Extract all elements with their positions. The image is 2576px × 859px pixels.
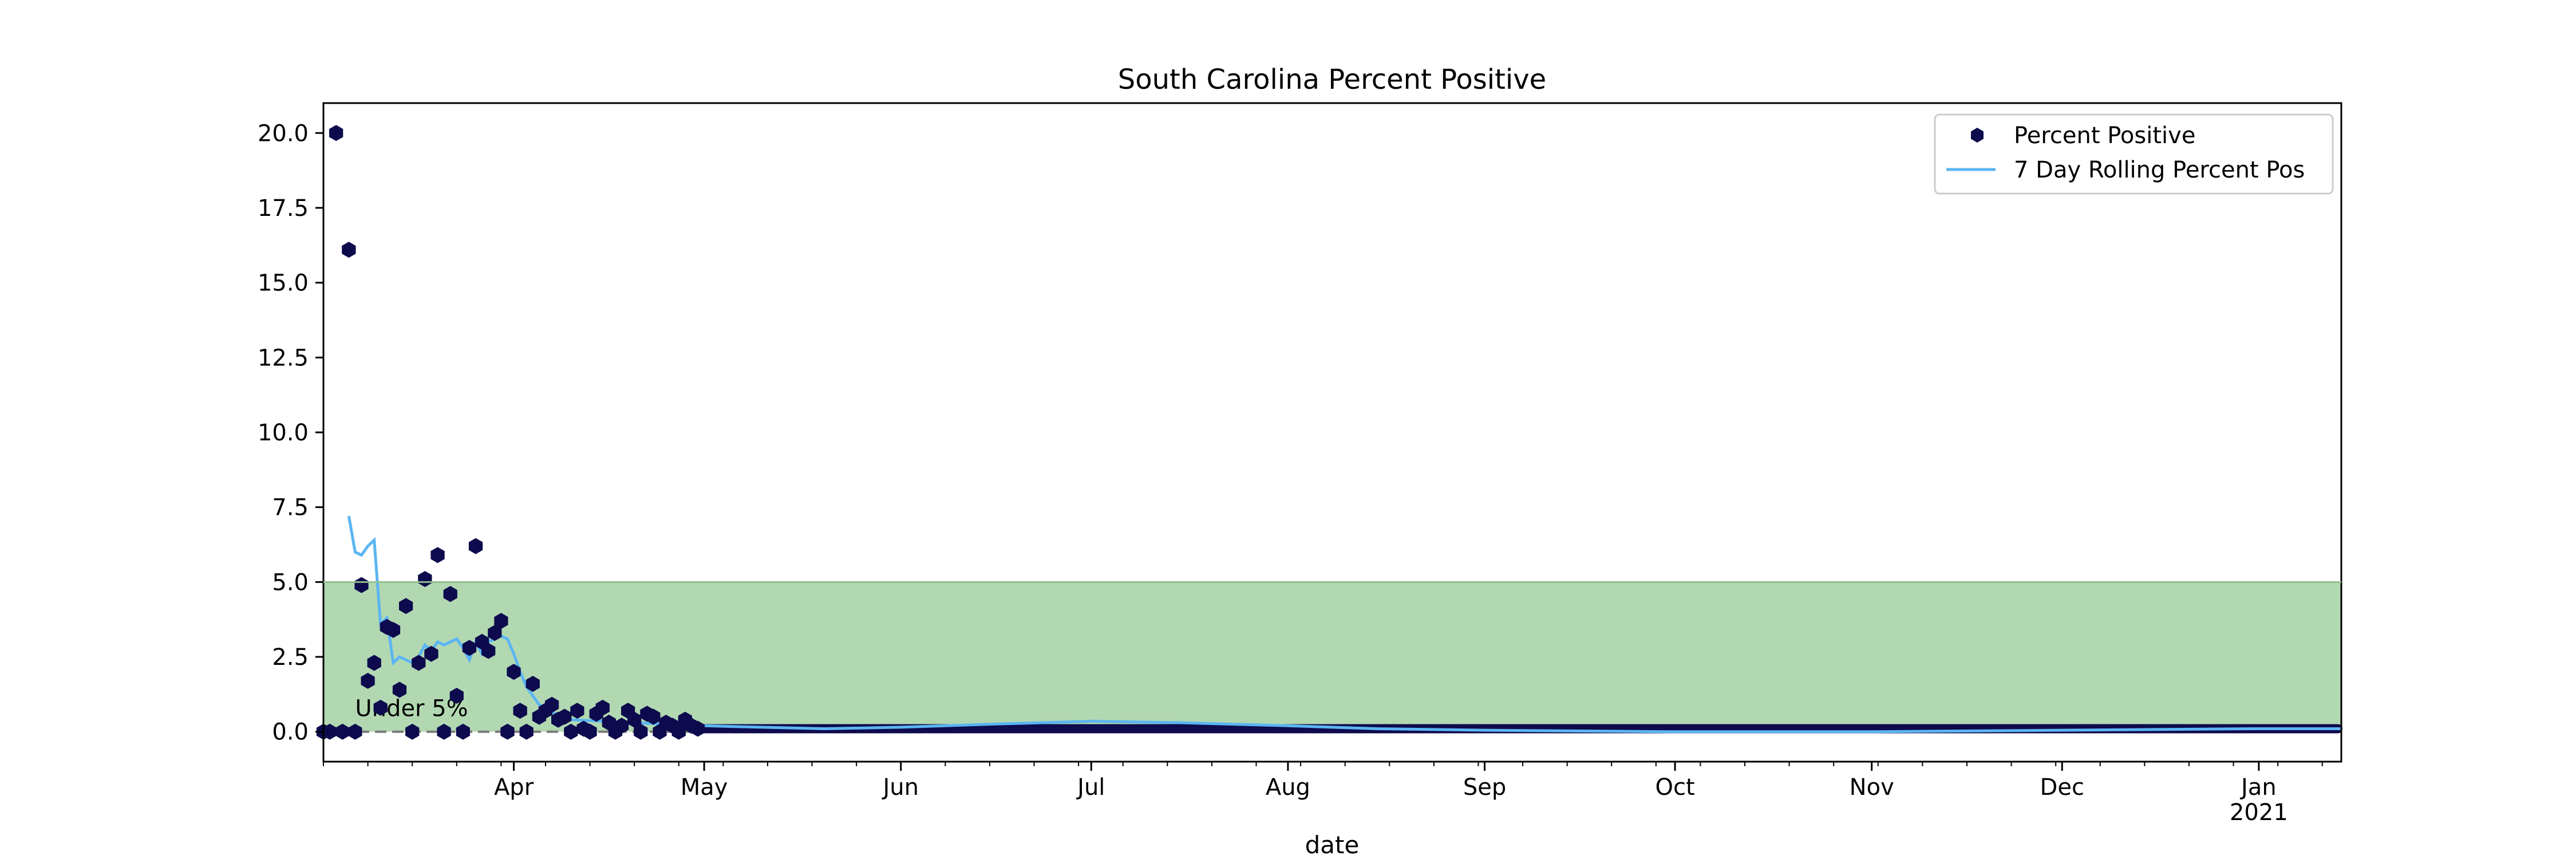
percent-positive-point — [329, 125, 343, 141]
x-tick-label: Dec — [2040, 774, 2084, 801]
percent-positive-point — [634, 723, 648, 740]
y-tick-label: 12.5 — [258, 345, 309, 371]
percent-positive-point — [405, 723, 420, 740]
percent-positive-point — [481, 643, 496, 659]
percent-positive-point — [424, 645, 438, 662]
legend-label-rolling: 7 Day Rolling Percent Pos — [2014, 157, 2305, 183]
percent-positive-point — [392, 681, 407, 698]
percent-positive-point — [430, 547, 445, 564]
percent-positive-point — [690, 720, 705, 737]
y-tick-label: 17.5 — [258, 195, 309, 222]
percent-positive-point — [456, 723, 470, 740]
y-tick-label: 2.5 — [272, 644, 309, 671]
x-tick-label: May — [681, 774, 728, 801]
plot-area: Under 5% — [316, 102, 2342, 763]
percent-positive-point — [526, 676, 540, 692]
x-tick-label: Jun — [881, 774, 919, 801]
percent-positive-point — [500, 723, 515, 740]
percent-positive-point — [558, 708, 572, 725]
legend-marker-percent-positive — [1971, 128, 1984, 143]
percent-positive-point — [323, 723, 337, 740]
legend-box — [1934, 113, 2334, 195]
percent-positive-point — [494, 613, 508, 629]
percent-positive-point — [399, 598, 413, 614]
x-tick-label: Oct — [1655, 774, 1694, 801]
percent-positive-point — [513, 703, 527, 719]
y-tick-label: 20.0 — [258, 120, 309, 147]
percent-positive-point — [348, 723, 362, 740]
percent-positive-point — [507, 664, 521, 680]
legend-label-percent-positive: Percent Positive — [2014, 123, 2195, 149]
percent-positive-point — [412, 655, 426, 671]
percent-positive-point — [373, 699, 388, 716]
percent-positive-point — [570, 703, 584, 719]
percent-positive-point — [449, 688, 464, 704]
x-tick-label: Aug — [1266, 774, 1310, 801]
percent-positive-point — [354, 577, 369, 593]
percent-positive-point — [627, 711, 642, 728]
percent-positive-point — [595, 699, 610, 716]
percent-positive-point — [564, 723, 578, 740]
percent-positive-point — [583, 723, 597, 740]
percent-positive-point — [488, 625, 502, 641]
chart-title: South Carolina Percent Positive — [1118, 64, 1546, 96]
percent-positive-point — [519, 723, 534, 740]
x-tick-sublabel: 2021 — [2230, 799, 2288, 826]
percent-positive-point — [646, 708, 661, 725]
y-tick-label: 5.0 — [272, 569, 309, 596]
x-tick-label: Sep — [1463, 774, 1506, 801]
percent-positive-point — [342, 242, 356, 258]
percent-positive-point — [614, 718, 629, 734]
under-5-band — [323, 582, 2341, 732]
legend: Percent Positive 7 Day Rolling Percent P… — [1934, 113, 2334, 195]
y-tick-label: 0.0 — [272, 719, 309, 746]
percent-positive-point — [544, 696, 559, 713]
rolling-percent-baseline — [704, 719, 2341, 734]
percent-positive-point — [671, 723, 686, 740]
y-tick-label: 7.5 — [272, 495, 309, 521]
y-tick-label: 15.0 — [258, 270, 309, 297]
percent-positive-point — [335, 723, 350, 740]
x-axis-label: date — [1305, 831, 1360, 859]
x-tick-label: Jan — [2239, 774, 2277, 801]
percent-positive-point — [443, 586, 457, 602]
percent-positive-point — [468, 538, 483, 554]
x-tick-label: Apr — [494, 774, 534, 801]
percent-positive-point — [437, 723, 451, 740]
x-tick-label: Jul — [1076, 774, 1105, 801]
percent-positive-point — [361, 672, 375, 689]
percent-positive-point — [386, 622, 401, 638]
y-tick-label: 10.0 — [258, 420, 309, 446]
percent-positive-point — [367, 655, 381, 671]
percent-positive-point — [462, 640, 477, 656]
percent-positive-point — [418, 571, 432, 588]
x-tick-label: Nov — [1850, 774, 1894, 801]
